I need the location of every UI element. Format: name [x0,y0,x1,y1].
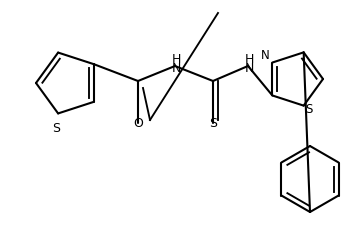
Text: H: H [244,53,254,66]
Text: S: S [209,116,217,129]
Text: S: S [52,122,60,135]
Text: H: H [171,53,181,66]
Text: O: O [133,116,143,129]
Text: N: N [244,62,254,75]
Text: N: N [261,48,269,61]
Text: S: S [306,102,313,115]
Text: N: N [171,62,181,75]
